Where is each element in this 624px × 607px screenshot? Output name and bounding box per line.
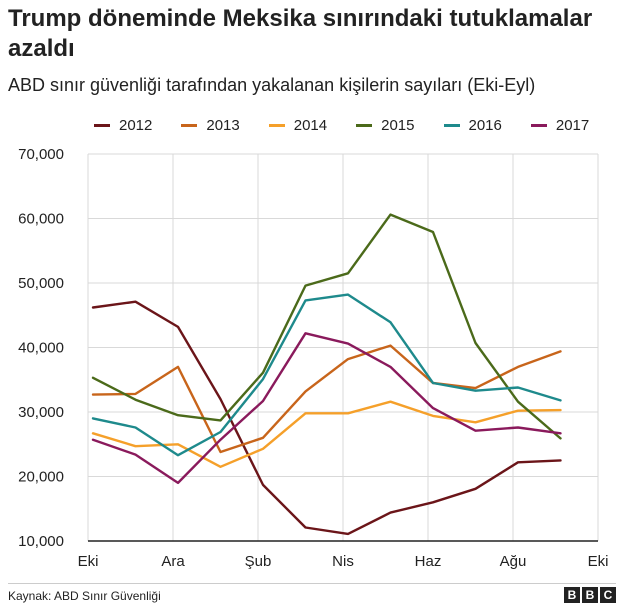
legend-swatch-2016: [443, 123, 460, 127]
legend-item-2015: 2015: [356, 115, 415, 135]
chart-title: Trump döneminde Meksika sınırındaki tutu…: [8, 5, 593, 62]
logo-letter-b2: B: [582, 587, 598, 603]
x-tick-label: Haz: [415, 553, 442, 570]
legend-item-2017: 2017: [530, 115, 590, 135]
series-line-2016: [91, 293, 562, 457]
logo-letter-c: C: [600, 587, 616, 603]
legend-swatch-2012: [94, 123, 110, 127]
y-tick-label: 30,000: [18, 404, 64, 421]
y-tick-label: 40,000: [18, 340, 64, 357]
x-tick-label: Nis: [332, 553, 354, 570]
legend: 2012 2013 2014 2015 2016 2017: [94, 115, 618, 135]
legend-swatch-2015: [356, 123, 373, 127]
legend-label-2012: 2012: [119, 116, 153, 134]
x-tick-label: Şub: [245, 553, 272, 570]
legend-label-2016: 2016: [468, 116, 502, 134]
legend-swatch-2014: [268, 123, 285, 127]
chart-subtitle: ABD sınır güvenliği tarafından yakalanan…: [8, 75, 536, 95]
y-tick-label: 70,000: [18, 146, 64, 163]
series-line-2015: [91, 213, 562, 440]
series-line-2017: [91, 332, 562, 485]
x-tick-label: Eki: [78, 553, 99, 570]
y-tick-label: 20,000: [18, 469, 64, 486]
y-tick-label: 10,000: [18, 533, 64, 550]
x-tick-label: Ağu: [500, 553, 527, 570]
footer-divider: [8, 583, 616, 584]
x-tick-label: Eki: [588, 553, 609, 570]
legend-swatch-2017: [530, 123, 547, 127]
bbc-logo: B B C: [562, 587, 616, 603]
y-tick-label: 50,000: [18, 275, 64, 292]
legend-label-2017: 2017: [555, 116, 590, 134]
legend-item-2016: 2016: [443, 115, 502, 135]
series-line-2012: [91, 300, 562, 536]
legend-label-2014: 2014: [293, 116, 328, 134]
logo-letter-b1: B: [564, 587, 580, 603]
series-line-2014: [91, 400, 562, 468]
legend-swatch-2013: [181, 123, 198, 127]
legend-label-2015: 2015: [381, 116, 415, 134]
line-chart: 10,000 20,000 30,000 40,000 50,000 60,000 70,0…: [18, 146, 609, 570]
legend-item-2014: 2014: [268, 115, 328, 135]
legend-item-2012: 2012: [94, 115, 152, 135]
series-line-2013: [91, 344, 562, 454]
x-tick-label: Ara: [161, 553, 185, 570]
legend-label-2013: 2013: [206, 116, 240, 134]
legend-item-2013: 2013: [181, 115, 240, 135]
y-tick-label: 60,000: [18, 211, 64, 228]
source-note: Kaynak: ABD Sınır Güvenliği: [8, 589, 161, 603]
